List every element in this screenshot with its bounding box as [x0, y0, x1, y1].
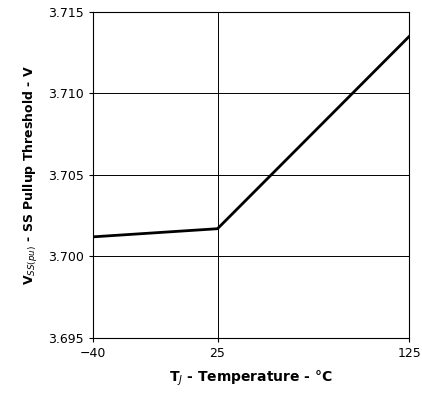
X-axis label: T$_J$ - Temperature - °C: T$_J$ - Temperature - °C: [169, 368, 333, 387]
Y-axis label: V$_{SS(pu)}$ - SS Pullup Threshold - V: V$_{SS(pu)}$ - SS Pullup Threshold - V: [22, 65, 40, 285]
